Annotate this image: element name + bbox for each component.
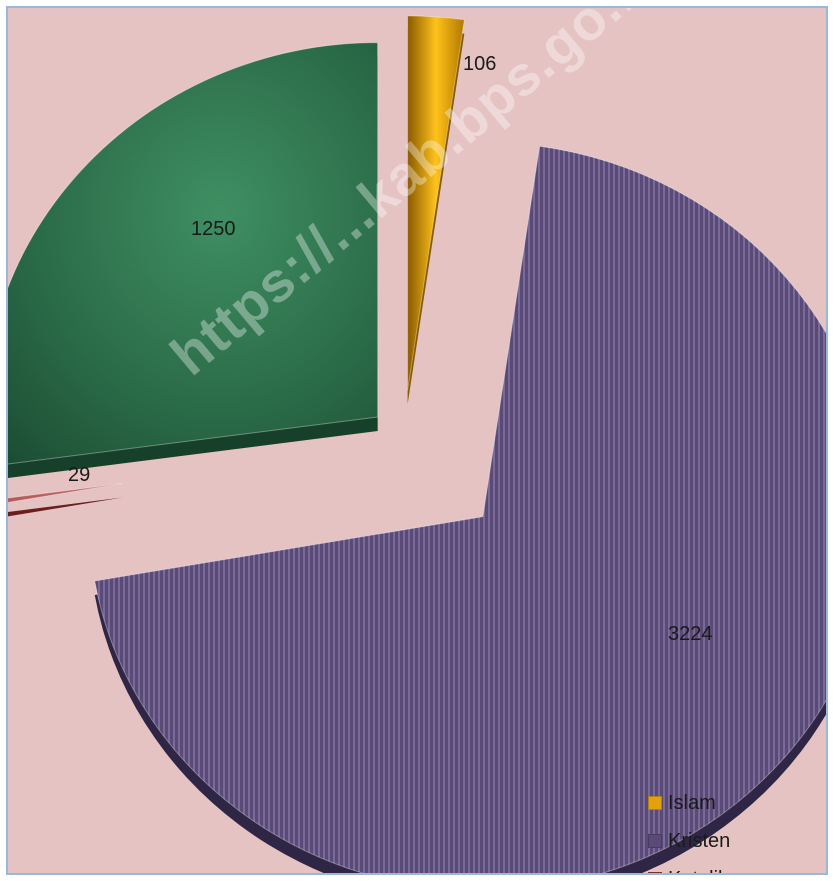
data-label-kristen: 3224: [668, 623, 713, 645]
legend-label-katolik: Katolik: [668, 868, 728, 874]
legend-label-islam: Islam: [668, 791, 716, 814]
data-label-lainnya: 1250: [191, 218, 236, 240]
legend-item-katolik: Katolik: [648, 860, 730, 874]
data-label-islam: 106: [463, 53, 497, 75]
legend-swatch-katolik: [648, 872, 662, 873]
legend-label-kristen: Kristen: [668, 829, 731, 852]
legend-item-islam: Islam: [648, 784, 730, 822]
slice-lainnya: [8, 42, 379, 465]
pie-chart: [8, 15, 826, 873]
legend-swatch-islam: [648, 796, 662, 810]
chart-frame: https://...kab.bps.go.id 106 3224 29 1250 I…: [6, 6, 828, 875]
slice-katolik: [8, 482, 123, 503]
legend-swatch-kristen: [648, 834, 662, 848]
slice-islam: [407, 15, 465, 391]
data-label-katolik: 29: [68, 464, 91, 486]
legend: Islam Kristen Katolik: [648, 784, 730, 874]
slice-depth-katolik: [8, 497, 123, 517]
slice-kristen: [94, 145, 826, 873]
legend-item-kristen: Kristen: [648, 822, 730, 860]
